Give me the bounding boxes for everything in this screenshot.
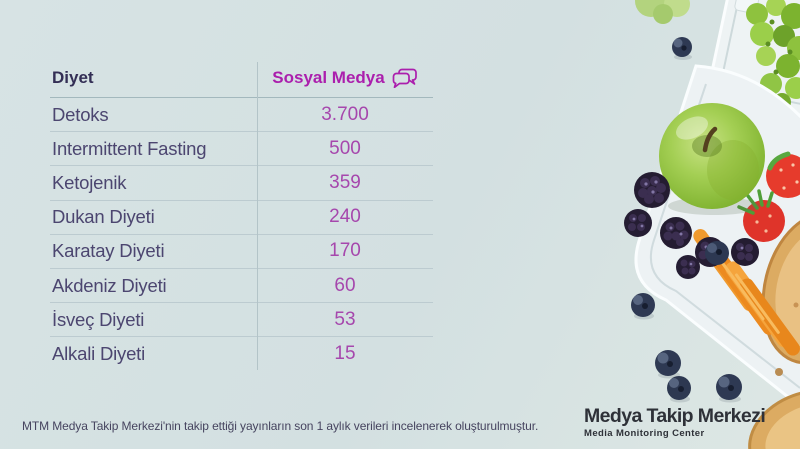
blueberry xyxy=(705,241,729,265)
diet-table: Diyet Sosyal Medya Detoks 3.700 Intermit… xyxy=(50,58,433,372)
food-photo xyxy=(624,0,800,449)
diet-column-header: Diyet xyxy=(52,67,94,87)
table-row: Ketojenik 359 xyxy=(50,166,433,201)
table-row: Alkali Diyeti 15 xyxy=(50,337,433,371)
diet-name-cell: Ketojenik xyxy=(52,171,127,193)
source-note: MTM Medya Takip Merkezi'nin takip ettiği… xyxy=(22,419,539,433)
grapes xyxy=(635,0,690,24)
mentions-cell: 53 xyxy=(334,308,356,330)
logo-subtitle: Media Monitoring Center xyxy=(584,428,705,440)
broccoli-container xyxy=(709,0,800,118)
table-row: İsveç Diyeti 53 xyxy=(50,303,433,338)
mentions-cell: 15 xyxy=(334,343,356,365)
table-row: Karatay Diyeti 170 xyxy=(50,235,433,269)
strawberries xyxy=(737,151,800,242)
diet-name-cell: İsveç Diyeti xyxy=(52,308,145,330)
blueberry xyxy=(672,37,692,60)
diet-name-cell: Karatay Diyeti xyxy=(52,240,165,262)
diet-name-cell: Detoks xyxy=(52,103,109,125)
strawberry-sepals xyxy=(737,189,774,215)
diet-name-cell: Dukan Diyeti xyxy=(52,206,155,228)
diet-name-cell: Alkali Diyeti xyxy=(52,343,146,365)
table-row: Akdeniz Diyeti 60 xyxy=(50,269,433,304)
mentions-cell: 240 xyxy=(329,206,361,228)
green-apple xyxy=(659,103,765,215)
social-media-column-header: Sosyal Medya xyxy=(257,68,433,88)
scattered-blueberries xyxy=(631,293,742,403)
table-row: Detoks 3.700 xyxy=(50,98,433,133)
bread-slices xyxy=(748,211,800,449)
mentions-cell: 359 xyxy=(329,171,361,193)
mtm-logo: Medya Takip Merkezi Media Monitoring Cen… xyxy=(584,405,766,440)
mentions-cell: 3.700 xyxy=(321,103,369,125)
apple-stem xyxy=(702,126,718,153)
logo-title: Medya Takip Merkezi xyxy=(584,405,766,427)
mentions-cell: 60 xyxy=(334,274,356,296)
bread-crumb xyxy=(775,368,783,376)
table-header-row: Diyet Sosyal Medya xyxy=(50,58,433,98)
chat-bubbles-icon xyxy=(392,68,417,88)
mentions-cell: 500 xyxy=(329,137,361,159)
diet-name-cell: Intermittent Fasting xyxy=(52,137,207,159)
table-row: Intermittent Fasting 500 xyxy=(50,132,433,167)
mentions-cell: 170 xyxy=(329,240,361,262)
table-row: Dukan Diyeti 240 xyxy=(50,201,433,235)
social-media-header-label: Sosyal Medya xyxy=(272,67,385,87)
column-divider xyxy=(257,62,258,370)
diet-name-cell: Akdeniz Diyeti xyxy=(52,274,167,296)
